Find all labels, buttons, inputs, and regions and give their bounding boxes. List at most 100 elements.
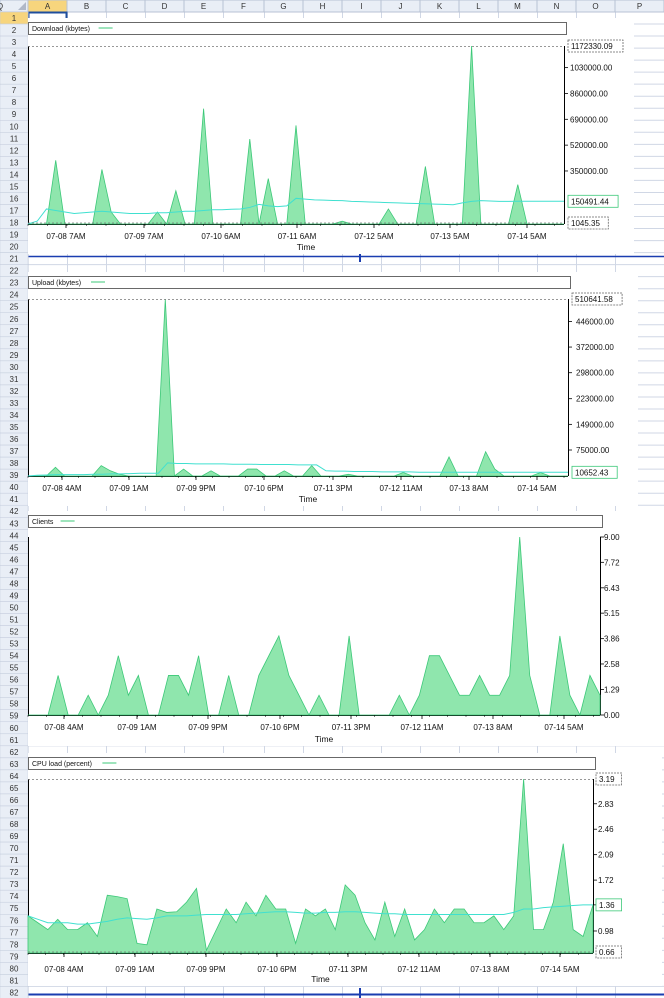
y-tick-label: 149000.00 xyxy=(576,420,614,429)
x-tick-label: 07-09 1AM xyxy=(109,484,148,493)
y-tick-label: 690000.00 xyxy=(570,115,608,124)
row-header-label: 44 xyxy=(10,531,19,540)
max-value-label-box xyxy=(595,772,623,786)
y-tick-label: 6.43 xyxy=(604,584,620,593)
row-header-label: 46 xyxy=(10,555,19,564)
max-value-label: 1172330.09 xyxy=(571,42,613,51)
x-axis-title: Time xyxy=(315,734,334,744)
x-tick-label: 07-08 4AM xyxy=(44,965,83,974)
row-header-label: 38 xyxy=(10,459,19,468)
row-header-label: 13 xyxy=(10,158,19,167)
y-tick-label: 1.72 xyxy=(598,876,614,885)
row-header-label: 35 xyxy=(10,423,19,432)
row-header-label: 79 xyxy=(10,952,19,961)
max-value-label-box xyxy=(571,292,623,306)
y-tick-label: 2.46 xyxy=(598,825,614,834)
legend-label: Upload (kbytes) xyxy=(32,280,81,287)
row-header-label: 78 xyxy=(10,940,19,949)
row-header-label: 36 xyxy=(10,435,19,444)
min-value-label-box xyxy=(567,216,609,230)
row-header-label: 57 xyxy=(10,688,19,697)
min-value-label: 0.66 xyxy=(599,948,615,957)
row-header-label: 69 xyxy=(10,832,19,841)
column-header-label: M xyxy=(514,2,521,11)
row-header-label: 24 xyxy=(10,291,19,300)
column-header-label: O xyxy=(592,2,598,11)
x-tick-label: 07-13 8AM xyxy=(470,965,509,974)
max-value-label: 510641.58 xyxy=(575,295,613,304)
row-header-label: 19 xyxy=(10,231,19,240)
legend-label: Clients xyxy=(32,519,54,526)
row-header-label: 63 xyxy=(10,760,19,769)
x-axis-title: Time xyxy=(311,974,330,984)
row-header-label: 53 xyxy=(10,640,19,649)
y-tick-label: 2.58 xyxy=(604,660,620,669)
row-header-label: 60 xyxy=(10,724,19,733)
row-header-label: 43 xyxy=(10,519,19,528)
row-header-label: 7 xyxy=(12,86,17,95)
column-header-label: C xyxy=(123,2,129,11)
row-header-label: 42 xyxy=(10,507,19,516)
row-header-label: 68 xyxy=(10,820,19,829)
column-header-label: D xyxy=(162,2,168,11)
row-header-label: 3 xyxy=(12,38,17,47)
row-header-label: 28 xyxy=(10,339,19,348)
max-value-label-box xyxy=(567,39,624,53)
y-tick-label: 9.00 xyxy=(604,533,620,542)
column-header-label: K xyxy=(437,2,443,11)
row-header-label: 58 xyxy=(10,700,19,709)
x-tick-label: 07-12 11AM xyxy=(380,484,423,493)
row-header-label: 55 xyxy=(10,664,19,673)
x-tick-label: 07-09 9PM xyxy=(186,965,225,974)
column-header-label: A xyxy=(45,2,51,11)
row-header-label: 22 xyxy=(10,267,19,276)
row-header-82[interactable] xyxy=(0,986,29,998)
row-header-label: 65 xyxy=(10,784,19,793)
x-tick-label: 07-09 7AM xyxy=(124,232,163,241)
average-value-label-box xyxy=(571,465,618,479)
row-header-label: 76 xyxy=(10,916,19,925)
select-all-corner[interactable] xyxy=(18,2,26,10)
column-header-P[interactable] xyxy=(614,0,664,13)
y-tick-label: 75000.00 xyxy=(576,446,610,455)
chart-background xyxy=(28,18,634,254)
y-tick-label: 2.83 xyxy=(598,800,614,809)
row-header-label: 10 xyxy=(10,122,19,131)
average-value-label: 10652.43 xyxy=(575,468,609,477)
x-tick-label: 07-09 9PM xyxy=(188,723,227,732)
x-tick-label: 07-08 7AM xyxy=(46,232,85,241)
y-tick-label: 2.09 xyxy=(598,851,614,860)
row-header-label: 67 xyxy=(10,808,19,817)
row-header-label: 11 xyxy=(10,134,19,143)
series-area xyxy=(28,45,564,225)
row-header-label: 9 xyxy=(12,110,17,119)
average-value-label: 150491.44 xyxy=(571,197,609,206)
row-header-label: 14 xyxy=(10,170,19,179)
row-header-label: 73 xyxy=(10,880,19,889)
average-value-label-box xyxy=(567,194,619,208)
row-header-label: 47 xyxy=(10,567,19,576)
y-tick-label: 0.00 xyxy=(604,711,620,720)
y-tick-label: 372000.00 xyxy=(576,343,614,352)
x-tick-label: 07-11 3PM xyxy=(329,965,368,974)
max-value-label: 3.19 xyxy=(599,775,615,784)
row-header-label: 32 xyxy=(10,387,19,396)
row-header-label: 61 xyxy=(10,736,19,745)
chart-0: Download (kbytes) 1030000.00 860000.00 6900… xyxy=(27,18,634,254)
x-tick-label: 07-13 5AM xyxy=(430,232,469,241)
chart-2: Clients 9.00 7.72 6.43 5.15 3.86 2.58 1.29 0.00 0… xyxy=(27,511,664,746)
x-tick-label: 07-10 6AM xyxy=(201,232,240,241)
row-header-label: 45 xyxy=(10,543,19,552)
row-header-label: 64 xyxy=(10,772,19,781)
row-header-label: 18 xyxy=(10,219,19,228)
chart-3: CPU load (percent) 2.83 2.46 2.09 1.72 1.36 0.… xyxy=(27,753,662,986)
x-tick-label: 07-12 5AM xyxy=(354,232,393,241)
row-header-label: 80 xyxy=(10,964,19,973)
chart-1: Upload (kbytes) 446000.00 372000.00 298000.… xyxy=(27,272,638,506)
x-tick-label: 07-11 3PM xyxy=(314,484,353,493)
chart-background xyxy=(28,272,638,506)
y-tick-label: 0.98 xyxy=(598,927,614,936)
row-header-label: 8 xyxy=(12,98,17,107)
x-tick-label: 07-10 6PM xyxy=(244,484,283,493)
row-header-label: 54 xyxy=(10,652,19,661)
